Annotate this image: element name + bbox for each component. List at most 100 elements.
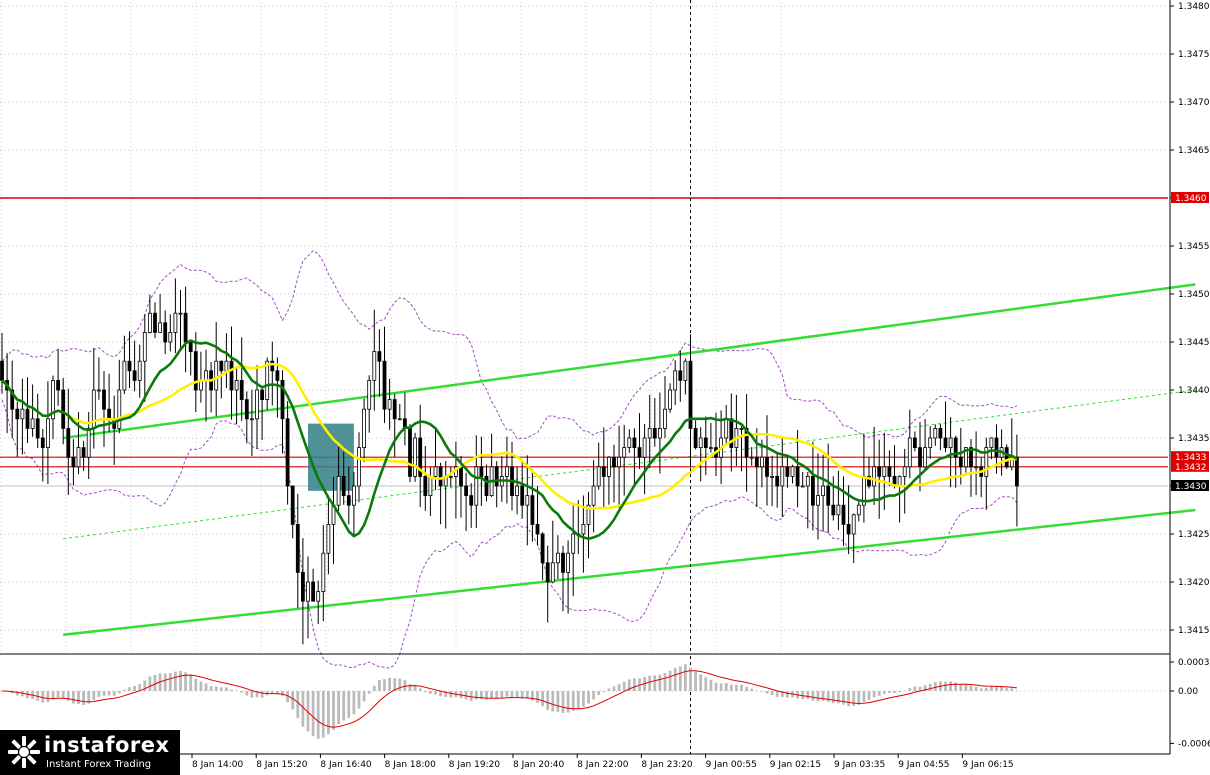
macd-bar-134 (684, 664, 687, 691)
candle-body-21 (107, 408, 111, 420)
candle-body-86 (438, 466, 443, 487)
macd-bar-23 (117, 691, 121, 694)
time-axis-ticks: 8 Jan 14:00 8 Jan 15:20 8 Jan 16:40 8 Jan 1… (191, 754, 1014, 770)
macd-bar-141 (719, 683, 723, 691)
candle-body-139 (709, 447, 713, 450)
candle-body-54 (275, 370, 280, 381)
macd-bar-53 (270, 691, 274, 695)
macd-bar-118 (602, 691, 606, 693)
candle-body-43 (219, 360, 224, 372)
macd-bar-128 (653, 675, 657, 691)
candle-body-171 (872, 466, 876, 487)
macd-bar-150 (765, 691, 769, 694)
macd-bar-77 (393, 678, 397, 691)
price-tick-label-0: 1.3480 (1178, 2, 1210, 12)
macd-bar-198 (1010, 688, 1014, 691)
macd-bar-116 (592, 691, 595, 700)
candle-body-25 (127, 360, 132, 372)
candle-body-142 (724, 418, 729, 439)
candle-body-172 (877, 466, 882, 477)
candle-body-101 (515, 485, 519, 496)
candle-body-137 (698, 437, 703, 448)
candle-body-168 (856, 504, 861, 516)
candle-body-104 (530, 495, 535, 525)
candle-body-117 (596, 466, 601, 487)
candle-body-16 (81, 447, 86, 458)
macd-bar-120 (612, 686, 616, 691)
macd-bar-149 (760, 691, 764, 692)
macd-bar-191 (974, 686, 978, 691)
candle-body-145 (739, 427, 744, 430)
candle-body-80 (408, 427, 412, 477)
candle-body-81 (413, 437, 418, 477)
macd-bar-18 (92, 691, 96, 700)
candle-body-2 (10, 389, 15, 410)
candle-body-138 (703, 437, 708, 448)
macd-bar-93 (474, 691, 478, 700)
candle-body-42 (214, 360, 219, 391)
candle-body-194 (989, 437, 994, 448)
macd-bar-66 (337, 691, 340, 725)
macd-bar-109 (556, 691, 560, 712)
macd-bar-45 (230, 689, 233, 691)
macd-bar-183 (933, 682, 937, 691)
candle-body-24 (122, 360, 127, 391)
macd-bar-64 (327, 691, 330, 735)
macd-bar-162 (826, 691, 830, 702)
macd-bar-20 (102, 691, 106, 696)
macd-bar-174 (888, 691, 891, 693)
macd-bar-152 (775, 691, 779, 697)
macd-bar-22 (112, 691, 116, 696)
candle-body-167 (851, 514, 856, 535)
macd-bar-27 (138, 684, 142, 691)
candle-body-112 (571, 533, 576, 554)
logo-brand: instaforex (44, 733, 170, 757)
candle-body-188 (958, 456, 963, 468)
macd-bar-159 (811, 691, 815, 701)
candle-body-151 (770, 475, 774, 478)
macd-bar-165 (842, 691, 845, 705)
macd-bar-78 (398, 678, 402, 691)
candle-body-130 (663, 408, 667, 429)
candle-body-148 (754, 456, 759, 468)
candle-body-129 (658, 427, 662, 439)
axes (0, 0, 1171, 755)
macd-bar-19 (97, 691, 101, 697)
macd-bar-98 (500, 691, 504, 698)
macd-bar-48 (245, 691, 249, 696)
candle-body-120 (612, 456, 616, 468)
candle-body-152 (775, 475, 780, 487)
price-tick-label-9: 1.3435 (1178, 434, 1210, 444)
candle-body-118 (601, 466, 606, 477)
price-tick-label-3: 1.3465 (1178, 146, 1210, 156)
candle-body-111 (566, 552, 570, 573)
candle-body-164 (836, 504, 841, 516)
macd-bar-147 (750, 688, 754, 691)
candle-body-162 (826, 485, 831, 506)
logo-tagline: Instant Forex Trading (46, 759, 152, 770)
candle-body-40 (204, 370, 208, 381)
macd-bar-121 (617, 684, 621, 691)
candle-body-57 (290, 485, 295, 525)
time-tick-label-5: 8 Jan 20:40 (513, 760, 565, 770)
macd-bar-76 (388, 677, 391, 691)
candle-body-121 (617, 456, 621, 468)
macd-bar-36 (184, 672, 187, 691)
macd-bar-32 (163, 673, 167, 691)
candle-body-156 (795, 466, 800, 487)
macd-bar-25 (128, 687, 131, 691)
candle-body-154 (785, 466, 790, 477)
candle-body-5 (25, 408, 30, 429)
macd-bar-49 (250, 691, 254, 698)
candle-body-59 (300, 572, 305, 602)
macd-bar-111 (566, 691, 570, 713)
macd-bar-164 (837, 691, 840, 704)
candle-body-26 (132, 370, 137, 381)
macd-bar-138 (704, 677, 708, 691)
macd-bar-115 (587, 691, 590, 704)
time-tick-label-7: 8 Jan 23:20 (641, 760, 693, 770)
candle-body-64 (326, 524, 331, 554)
macd-bar-132 (673, 667, 677, 691)
candle-body-157 (800, 485, 805, 488)
